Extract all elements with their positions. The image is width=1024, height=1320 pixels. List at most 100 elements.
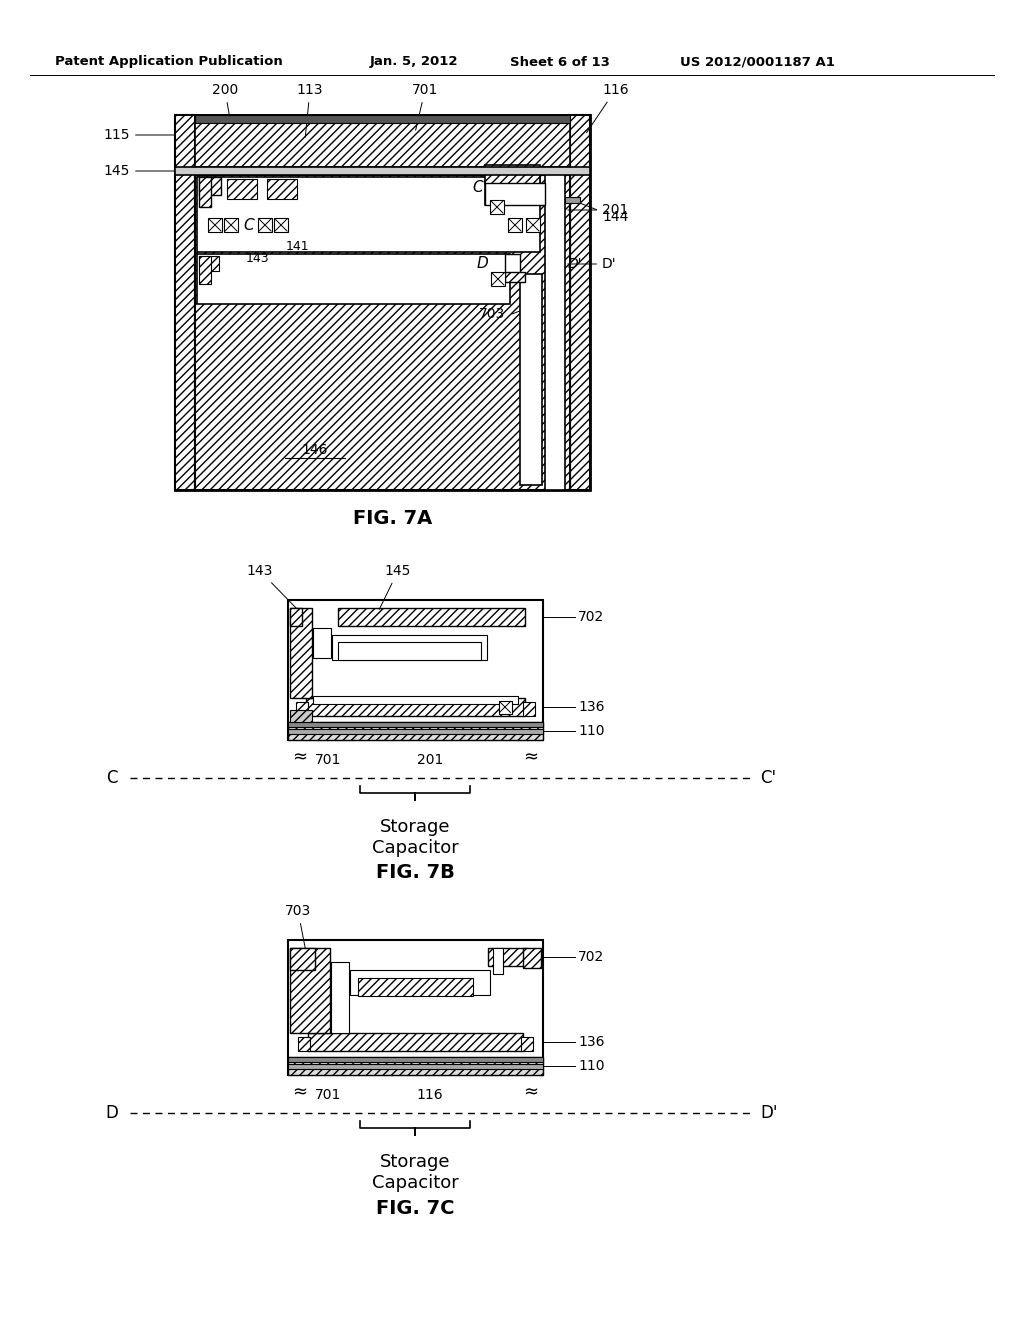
Text: 136: 136 [578,700,604,714]
Bar [296,702,308,715]
Bar [195,176,570,490]
Bar [521,1038,534,1051]
Text: 136: 136 [578,1035,604,1049]
Bar [199,256,219,271]
Bar [505,253,520,279]
Text: 702: 702 [578,610,604,624]
Bar [570,115,590,490]
Bar [485,165,540,205]
Bar [175,115,195,490]
Text: 143: 143 [245,252,269,265]
Bar [290,609,312,698]
Bar [258,218,272,232]
Text: 110: 110 [578,1059,604,1073]
Bar [350,970,490,995]
Text: 145: 145 [103,164,174,178]
Bar [175,115,590,490]
Bar [313,696,518,704]
Text: D: D [476,256,487,272]
Bar [290,609,302,626]
Bar [308,1034,523,1051]
Bar [526,218,540,232]
Bar [288,940,543,1074]
Bar [208,218,222,232]
Text: D: D [105,1104,118,1122]
Text: 201: 201 [567,203,629,216]
Bar [523,702,535,715]
Bar [290,948,315,970]
Bar [545,168,565,490]
Text: 144: 144 [574,201,629,224]
Bar [298,1038,310,1051]
Bar [565,197,580,203]
Text: Storage
Capacitor: Storage Capacitor [372,1152,459,1192]
Text: Jan. 5, 2012: Jan. 5, 2012 [370,55,459,69]
Bar [570,115,590,490]
Bar [490,272,505,286]
Bar [288,1064,543,1069]
Text: 113: 113 [297,83,324,137]
Bar [485,183,545,205]
Text: 145: 145 [379,564,412,610]
Bar [197,253,510,304]
Bar [332,635,487,660]
Text: 110: 110 [578,723,604,738]
Text: US 2012/0001187 A1: US 2012/0001187 A1 [680,55,835,69]
Bar [306,698,525,715]
Text: FIG. 7A: FIG. 7A [353,508,432,528]
Bar [331,962,349,1034]
Text: 146: 146 [302,444,329,457]
Bar [288,722,543,741]
Text: Patent Application Publication: Patent Application Publication [55,55,283,69]
Bar [313,628,331,657]
Text: 703: 703 [479,308,505,321]
Bar [288,1057,543,1063]
Bar [227,180,257,199]
Bar [199,177,221,195]
Bar [224,218,238,232]
Text: D': D' [760,1104,777,1122]
Bar [508,218,522,232]
Text: 701: 701 [412,83,438,131]
Text: 702: 702 [578,950,604,964]
Text: 141: 141 [286,239,309,252]
Bar [358,978,473,997]
Bar [199,256,211,284]
Text: C: C [106,770,118,787]
Text: C': C' [472,180,487,194]
Text: 701: 701 [314,1088,341,1102]
Bar [499,701,512,714]
Text: 116: 116 [587,83,629,133]
Text: D': D' [568,257,583,271]
Bar [267,180,297,199]
Text: ≈: ≈ [523,1082,539,1101]
Text: 201: 201 [417,752,443,767]
Bar [288,1057,543,1074]
Text: C': C' [760,770,776,787]
Bar [290,710,312,722]
Bar [338,609,525,626]
Text: 143: 143 [247,564,298,610]
Bar [175,115,195,490]
Text: 701: 701 [314,752,341,767]
Text: ≈: ≈ [293,1082,307,1101]
Bar [175,168,590,176]
Bar [505,272,525,282]
Bar [490,201,504,214]
Bar [195,115,570,123]
Bar [523,948,541,968]
Bar [488,948,528,966]
Text: ≈: ≈ [293,748,307,766]
Text: ≈: ≈ [523,748,539,766]
Bar [288,601,543,741]
Text: 116: 116 [417,1088,443,1102]
Bar [290,948,330,1034]
Text: FIG. 7C: FIG. 7C [376,1199,455,1217]
Text: 200: 200 [212,83,239,116]
Text: Storage
Capacitor: Storage Capacitor [372,818,459,857]
Bar [493,948,503,974]
Bar [274,218,288,232]
Bar [520,275,542,484]
Text: C: C [244,218,254,232]
Text: 115: 115 [103,128,174,143]
